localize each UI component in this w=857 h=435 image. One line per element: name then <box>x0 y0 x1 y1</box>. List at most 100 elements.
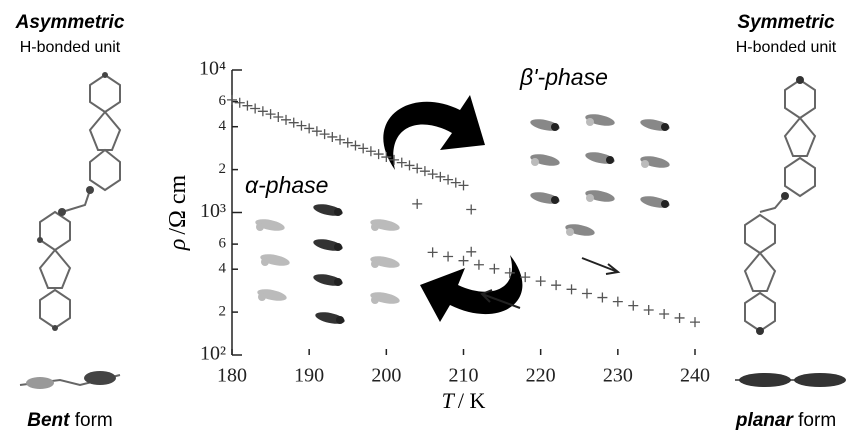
molecule-icon <box>584 112 615 128</box>
data-point <box>443 252 453 262</box>
molecule-icon <box>639 117 670 133</box>
data-point <box>466 247 476 257</box>
y-tick-label: 2 <box>219 304 227 320</box>
molecule-atom <box>258 293 266 301</box>
data-point <box>489 264 499 274</box>
molecule-atom <box>551 123 559 131</box>
bent-molecule <box>20 75 120 385</box>
figure: Asymmetric H-bonded unit Bent form Symme… <box>0 0 857 435</box>
y-axis-unit: /Ω cm <box>165 174 191 234</box>
right-form: planar form <box>735 410 836 431</box>
data-point <box>266 109 276 119</box>
data-point <box>466 204 476 214</box>
y-tick-label: 6 <box>219 93 227 109</box>
y-tick-label: 10⁴ <box>199 58 226 80</box>
data-point <box>644 305 654 315</box>
data-point <box>582 289 592 299</box>
y-tick-label: 4 <box>219 261 227 277</box>
phase-label: α-phase <box>245 172 328 198</box>
molecule-icon <box>312 237 343 253</box>
molecule-icon <box>564 222 595 238</box>
x-axis-label: T/ K <box>442 388 486 413</box>
x-tick-label: 230 <box>603 365 633 387</box>
molecule-atom <box>336 316 344 324</box>
data-point <box>428 247 438 257</box>
molecule-atom <box>586 118 594 126</box>
y-tick-label: 10³ <box>200 200 226 222</box>
molecule-icon <box>584 150 615 166</box>
x-axis-symbol: T <box>442 388 456 413</box>
transition-arrow-down <box>420 255 522 322</box>
molecule-icon <box>529 117 560 133</box>
data-point <box>304 123 314 133</box>
y-tick-label: 2 <box>219 161 227 177</box>
data-point <box>258 106 268 116</box>
data-point <box>397 158 407 168</box>
right-form-rest: form <box>798 410 836 431</box>
right-form-bold: planar <box>735 410 795 431</box>
y-axis-label: ρ/Ω cm <box>165 174 191 251</box>
x-tick-label: 220 <box>526 365 556 387</box>
molecule-atom <box>661 123 669 131</box>
molecule-atom <box>334 278 342 286</box>
data-point <box>613 297 623 307</box>
molecule-icon <box>369 290 400 306</box>
molecule-icon <box>314 310 345 326</box>
data-point <box>690 317 700 327</box>
left-form-rest: form <box>75 410 113 431</box>
molecule-icon <box>312 272 343 288</box>
molecule-atom <box>256 223 264 231</box>
phase-label: β'-phase <box>519 64 608 90</box>
molecule-icon <box>369 254 400 270</box>
y-tick-label: 6 <box>219 236 227 252</box>
molecule-atom <box>334 243 342 251</box>
planar-molecule <box>735 80 845 380</box>
x-tick-label: 240 <box>680 365 710 387</box>
data-point <box>551 280 561 290</box>
page: { "left_panel": {"title": "Asymmetric", … <box>0 0 857 435</box>
molecule-atom <box>641 160 649 168</box>
x-axis-unit: / K <box>458 388 486 413</box>
planar-atoms <box>739 76 846 387</box>
molecule-atom <box>371 296 379 304</box>
molecule-atom <box>566 228 574 236</box>
data-point <box>474 260 484 270</box>
data-point <box>250 103 260 113</box>
data-point <box>628 301 638 311</box>
molecule-atom <box>531 158 539 166</box>
data-point <box>597 293 607 303</box>
molecule-atom <box>371 223 379 231</box>
molecule-atom <box>334 208 342 216</box>
transition-arrow-up <box>383 95 485 170</box>
molecule-icon <box>529 190 560 206</box>
y-tick-label: 10² <box>200 343 226 365</box>
molecule-icon <box>369 217 400 233</box>
molecule-icon <box>584 188 615 204</box>
molecule-atom <box>606 156 614 164</box>
molecule-icon <box>529 152 560 168</box>
x-tick-label: 190 <box>294 365 324 387</box>
data-point <box>273 112 283 122</box>
x-tick-label: 200 <box>371 365 401 387</box>
y-axis-symbol: ρ <box>165 239 191 252</box>
molecule-atom <box>586 194 594 202</box>
left-form-bold: Bent <box>27 410 70 431</box>
molecule-icon <box>639 154 670 170</box>
right-title: Symmetric <box>737 12 835 33</box>
data-point <box>435 172 445 182</box>
y-tick-label: 4 <box>219 118 227 134</box>
x-tick-label: 180 <box>217 365 247 387</box>
left-form: Bent form <box>27 410 113 431</box>
data-point <box>567 284 577 294</box>
molecule-icon <box>254 217 285 233</box>
molecule-atom <box>661 200 669 208</box>
data-point <box>459 256 469 266</box>
data-point <box>281 115 291 125</box>
right-subtitle: H-bonded unit <box>736 39 837 56</box>
left-title: Asymmetric <box>15 12 125 33</box>
molecule-icon <box>312 202 343 218</box>
molecule-atom <box>551 196 559 204</box>
molecule-icon <box>259 252 290 268</box>
data-point <box>675 313 685 323</box>
direction-arrows <box>482 258 618 308</box>
